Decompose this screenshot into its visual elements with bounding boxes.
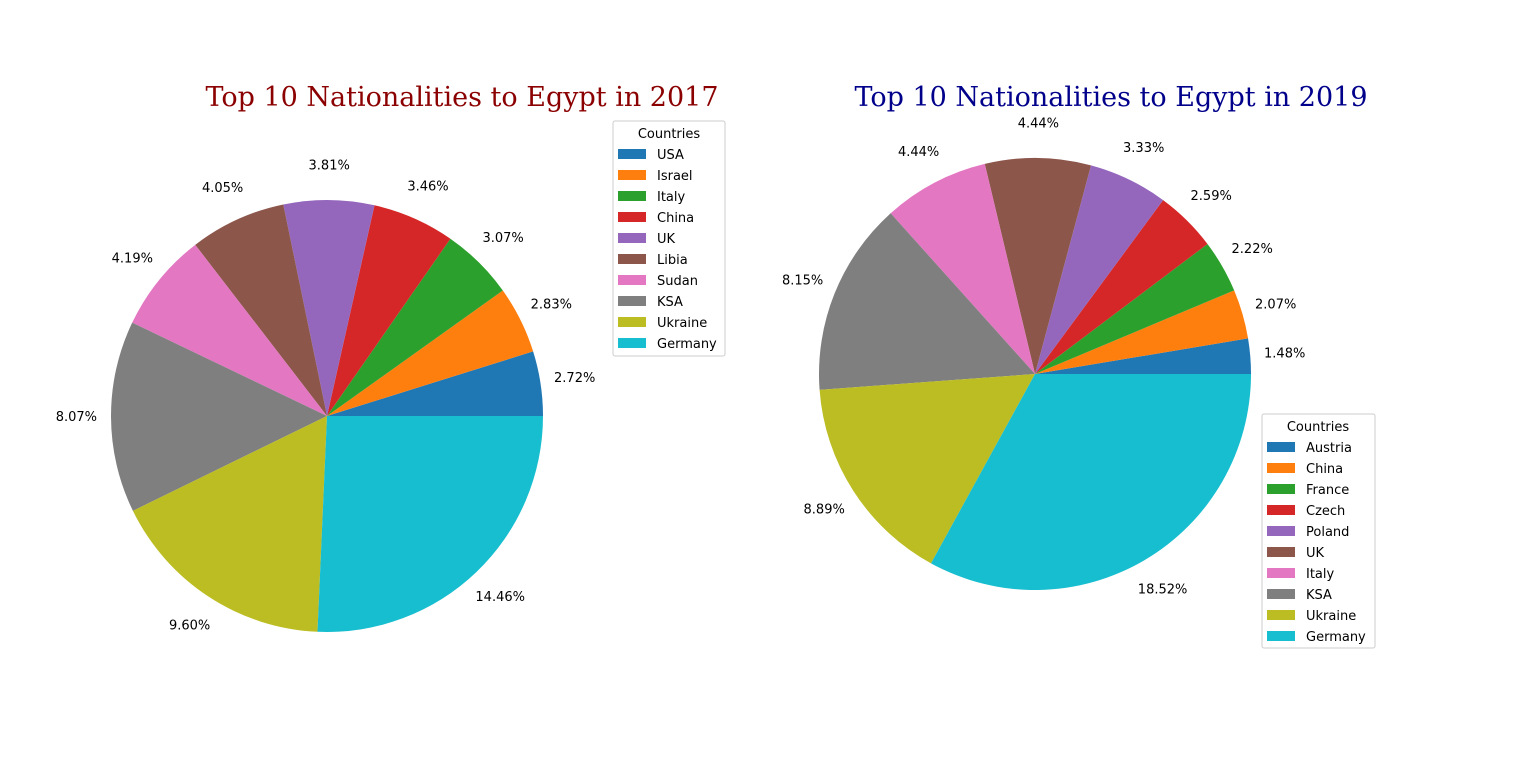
chart-title-2017: Top 10 Nationalities to Egypt in 2017	[205, 82, 718, 113]
chart-title-2019: Top 10 Nationalities to Egypt in 2019	[854, 82, 1367, 113]
pie-slice-germany	[931, 374, 1251, 591]
legend-label-italy: Italy	[657, 190, 686, 205]
pie-slice-italy	[890, 163, 1035, 374]
slice-percent-label: 3.07%	[482, 231, 523, 246]
legend-swatch-uk	[618, 233, 646, 243]
pie-slice-ksa	[110, 322, 327, 511]
legend-label-china: China	[657, 211, 694, 226]
pie-slice-sudan	[132, 244, 327, 416]
legend-swatch-ukraine	[618, 317, 646, 327]
slice-percent-label: 3.33%	[1123, 141, 1164, 156]
slice-percent-label: 1.48%	[1264, 346, 1305, 361]
slice-percent-label: 4.44%	[898, 145, 939, 160]
legend-swatch-ksa	[618, 296, 646, 306]
legend-swatch-usa	[618, 149, 646, 159]
slice-percent-label: 3.46%	[407, 180, 448, 195]
slice-percent-label: 3.81%	[309, 159, 350, 174]
slice-percent-label: 4.05%	[202, 181, 243, 196]
pie-slice-austria	[1035, 338, 1251, 374]
legend-label-sudan: Sudan	[657, 274, 698, 289]
slice-percent-label: 18.52%	[1138, 583, 1188, 598]
pie-chart-2017: 2.72% 2.83% 3.07% 3.46% 3.81% 4.05% 4.19% 8.07%…	[56, 159, 596, 634]
legend-label-libia: Libia	[657, 253, 688, 268]
slice-percent-label: 8.07%	[56, 410, 97, 425]
legend-swatch-czech	[1267, 505, 1295, 515]
pie-slice-italy	[327, 238, 503, 416]
pie-slice-uk	[283, 200, 375, 416]
pie-slice-ukraine	[819, 374, 1035, 564]
legend-label-czech: Czech	[1306, 504, 1345, 519]
legend-label-poland: Poland	[1306, 525, 1349, 540]
legend-label-germany: Germany	[657, 337, 717, 352]
legend-swatch-germany	[618, 338, 646, 348]
legend-swatch-ksa	[1267, 589, 1295, 599]
legend-swatch-israel	[618, 170, 646, 180]
legend-label-ukraine: Ukraine	[1306, 609, 1356, 624]
slice-percent-label: 9.60%	[169, 619, 210, 634]
pie-slice-china	[327, 205, 451, 416]
pie-slice-israel	[327, 290, 534, 416]
pie-slice-ukraine	[132, 416, 327, 632]
legend-2019: Countries Austria China France Czech Poland U…	[1261, 413, 1376, 649]
legend-swatch-china	[1267, 463, 1295, 473]
slice-percent-label: 14.46%	[475, 590, 525, 605]
legend-label-austria: Austria	[1306, 441, 1352, 456]
legend-swatch-germany	[1267, 631, 1295, 641]
legend-label-usa: USA	[657, 148, 684, 163]
legend-label-china: China	[1306, 462, 1343, 477]
legend-label-uk: UK	[657, 232, 676, 247]
legend-title: Countries	[638, 127, 701, 142]
pie-slice-czech	[1035, 200, 1208, 374]
pie-chart-2019: 1.48% 2.07% 2.22% 2.59% 3.33% 4.44% 4.44% 8.15%…	[782, 117, 1305, 598]
slice-percent-label: 2.22%	[1232, 242, 1273, 257]
legend-label-israel: Israel	[657, 169, 693, 184]
legend-label-germany: Germany	[1306, 630, 1366, 645]
slice-percent-label: 8.15%	[782, 273, 823, 288]
legend-label-ukraine: Ukraine	[657, 316, 707, 331]
pie-slice-germany	[317, 416, 543, 633]
slice-percent-label: 4.19%	[112, 251, 153, 266]
legend-2017: Countries USA Israel Italy China UK Libia Suda…	[612, 120, 726, 357]
legend-swatch-china	[618, 212, 646, 222]
legend-label-italy: Italy	[1306, 567, 1335, 582]
pie-slice-libia	[195, 204, 327, 416]
legend-swatch-poland	[1267, 526, 1295, 536]
pie-slice-ksa	[819, 213, 1035, 390]
legend-swatch-libia	[618, 254, 646, 264]
legend-label-ksa: KSA	[1306, 588, 1332, 603]
pie-slice-usa	[327, 351, 543, 416]
legend-label-uk: UK	[1306, 546, 1325, 561]
slice-percent-label: 4.44%	[1018, 117, 1059, 132]
legend-swatch-uk	[1267, 547, 1295, 557]
pie-slice-china	[1035, 290, 1249, 374]
pie-slice-poland	[1035, 165, 1164, 374]
legend-label-france: France	[1306, 483, 1349, 498]
slice-percent-label: 2.72%	[554, 371, 595, 386]
legend-swatch-france	[1267, 484, 1295, 494]
legend-swatch-sudan	[618, 275, 646, 285]
legend-title: Countries	[1287, 420, 1350, 435]
legend-swatch-ukraine	[1267, 610, 1295, 620]
slice-percent-label: 2.07%	[1255, 297, 1296, 312]
legend-swatch-austria	[1267, 442, 1295, 452]
slice-percent-label: 2.83%	[531, 297, 572, 312]
pie-slice-france	[1035, 243, 1235, 374]
slice-percent-label: 8.89%	[804, 502, 845, 517]
pie-slice-uk	[984, 158, 1091, 374]
legend-swatch-italy	[1267, 568, 1295, 578]
slice-percent-label: 2.59%	[1191, 189, 1232, 204]
legend-swatch-italy	[618, 191, 646, 201]
legend-label-ksa: KSA	[657, 295, 683, 310]
